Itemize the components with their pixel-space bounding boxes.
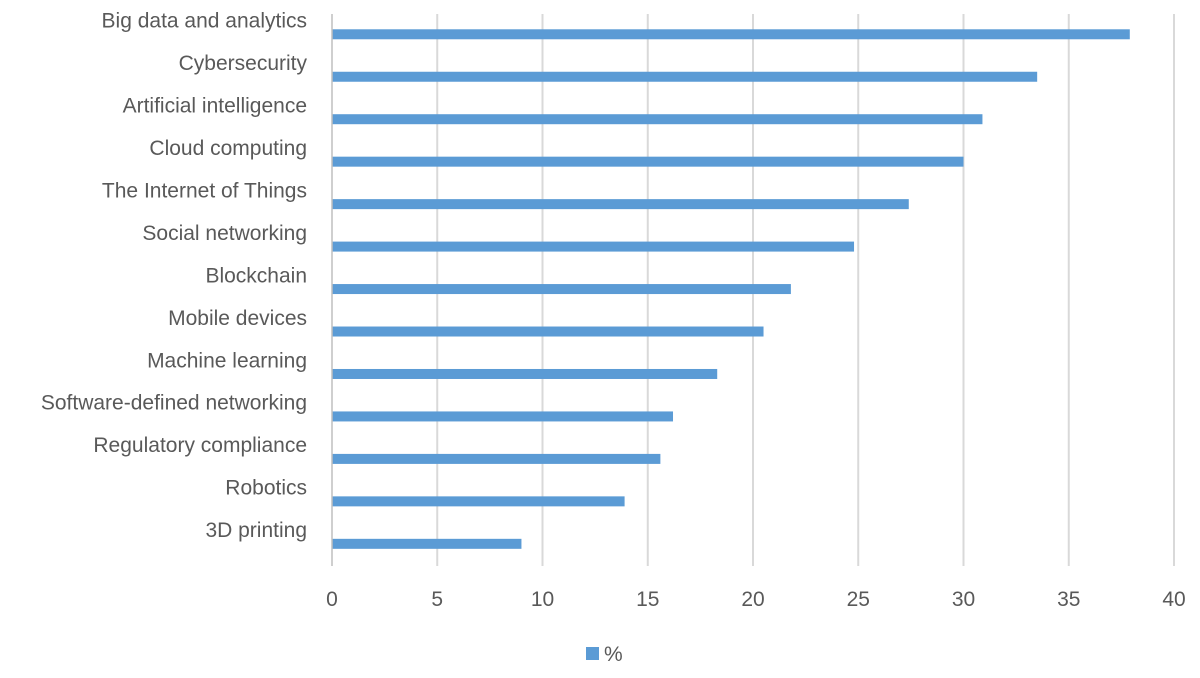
category-label: Big data and analytics: [102, 10, 307, 33]
bar: [332, 284, 791, 295]
category-label: Artificial intelligence: [123, 95, 307, 118]
x-tick-label: 35: [1057, 588, 1080, 611]
x-tick-label: 40: [1162, 588, 1185, 611]
category-labels: Big data and analytics Cybersecurity Artif…: [41, 10, 308, 543]
bar: [332, 199, 909, 210]
bar: [332, 241, 855, 252]
category-label: Machine learning: [147, 349, 307, 372]
bar: [332, 29, 1130, 40]
category-label: Mobile devices: [168, 307, 307, 330]
bar: [332, 453, 661, 464]
bar: [332, 411, 674, 422]
bars: [332, 29, 1130, 549]
x-tick-labels: 0 5 10 15 20 25 30 35 40: [326, 588, 1186, 611]
x-tick-label: 30: [952, 588, 975, 611]
bar: [332, 71, 1038, 82]
legend-label: %: [604, 643, 623, 666]
category-label: Cloud computing: [149, 137, 307, 160]
category-label: Cybersecurity: [179, 52, 308, 75]
category-label: Social networking: [142, 222, 307, 245]
category-label: The Internet of Things: [102, 179, 307, 202]
category-label: 3D printing: [205, 519, 307, 542]
bar: [332, 156, 964, 167]
legend-swatch: [586, 647, 599, 660]
bar: [332, 368, 718, 379]
x-tick-label: 5: [431, 588, 443, 611]
bar: [332, 326, 764, 337]
x-tick-label: 10: [531, 588, 554, 611]
category-label: Regulatory compliance: [93, 434, 307, 457]
bar: [332, 114, 983, 125]
x-tick-label: 0: [326, 588, 338, 611]
x-tick-label: 15: [636, 588, 659, 611]
x-tick-label: 20: [741, 588, 764, 611]
category-label: Blockchain: [205, 264, 307, 287]
legend: %: [586, 643, 623, 666]
x-tick-label: 25: [847, 588, 870, 611]
bar: [332, 496, 625, 507]
bar: [332, 538, 522, 549]
category-label: Software-defined networking: [41, 392, 307, 415]
category-label: Robotics: [225, 477, 307, 500]
